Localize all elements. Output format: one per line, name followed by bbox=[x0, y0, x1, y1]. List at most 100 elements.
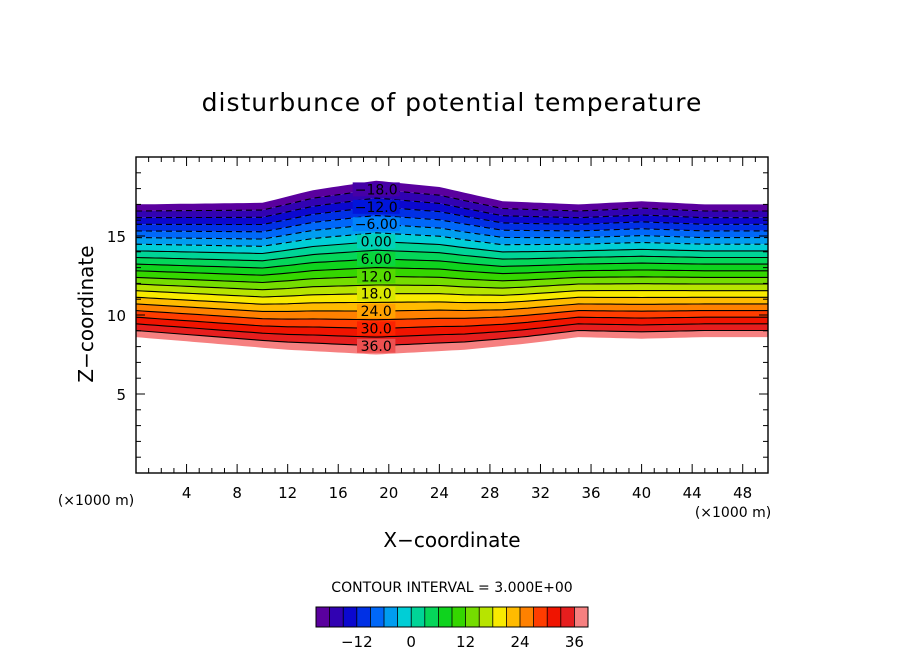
colorbar-cell bbox=[424, 607, 439, 627]
contour-label-bg bbox=[357, 321, 396, 336]
colorbar-cell bbox=[329, 607, 344, 627]
contour-band bbox=[136, 303, 768, 320]
colorbar-cell bbox=[465, 607, 480, 627]
contour-label-bg bbox=[352, 217, 400, 232]
colorbar-cell bbox=[356, 607, 371, 627]
x-tick-label: 32 bbox=[531, 484, 550, 502]
contour-band bbox=[136, 241, 768, 261]
contour-label: −12.0 bbox=[355, 200, 398, 216]
x-unit-label: (×1000 m) bbox=[695, 505, 771, 521]
contour-line bbox=[136, 232, 768, 247]
contour-interval-text: CONTOUR INTERVAL = 3.000E+00 bbox=[331, 580, 572, 596]
contour-label-bg bbox=[357, 304, 396, 319]
colorbar-tick-label: 12 bbox=[456, 633, 475, 651]
contour-line bbox=[136, 249, 768, 262]
contour-band bbox=[136, 189, 768, 218]
colorbar-cell bbox=[370, 607, 385, 627]
contour-line bbox=[136, 258, 768, 269]
contour-band bbox=[136, 180, 768, 211]
contour-label: 0.00 bbox=[361, 235, 392, 251]
contour-band bbox=[136, 310, 768, 329]
contour-band bbox=[136, 206, 768, 232]
contour-line bbox=[136, 188, 768, 212]
colorbar-labels: −12 0 12 24 36 bbox=[341, 633, 584, 651]
contour-line bbox=[136, 329, 768, 347]
contour-label-bg bbox=[352, 199, 400, 214]
colorbar-cell bbox=[343, 607, 358, 627]
contour-band bbox=[136, 224, 768, 247]
contour-band bbox=[136, 290, 768, 305]
contour-band bbox=[136, 317, 768, 338]
contour-label: 18.0 bbox=[361, 287, 392, 303]
contour-line bbox=[136, 240, 768, 255]
contour-line bbox=[136, 323, 768, 338]
contour-lines bbox=[136, 188, 768, 347]
axis-ticks bbox=[136, 157, 768, 473]
contour-label: 36.0 bbox=[361, 339, 392, 355]
colorbar bbox=[315, 606, 589, 628]
colorbar-cell bbox=[560, 607, 575, 627]
contour-band bbox=[136, 276, 768, 290]
colorbar-cell bbox=[547, 607, 562, 627]
colorbar-cell bbox=[452, 607, 466, 627]
y-unit-label: (×1000 m) bbox=[58, 493, 134, 509]
contour-line bbox=[136, 223, 768, 240]
colorbar-cell bbox=[438, 607, 453, 627]
contour-label-bg bbox=[357, 338, 396, 353]
y-tick-label: 5 bbox=[116, 386, 126, 404]
contour-label: 12.0 bbox=[361, 269, 392, 285]
x-tick-label: 28 bbox=[480, 484, 499, 502]
colorbar-cell bbox=[533, 607, 548, 627]
contour-label-bg bbox=[357, 269, 396, 284]
contour-line bbox=[136, 290, 768, 298]
contour-band bbox=[136, 215, 768, 239]
colorbar-cell bbox=[520, 607, 534, 627]
y-tick-labels: 5 10 15 bbox=[107, 228, 126, 404]
contour-line bbox=[136, 275, 768, 284]
contour-line bbox=[136, 316, 768, 329]
x-tick-label: 12 bbox=[278, 484, 297, 502]
y-tick-label: 15 bbox=[107, 228, 126, 246]
x-tick-label: 24 bbox=[430, 484, 449, 502]
x-tick-label: 44 bbox=[683, 484, 702, 502]
contour-label: −18.0 bbox=[355, 182, 398, 198]
contour-label: 24.0 bbox=[361, 304, 392, 320]
y-axis-label: Z−coordinate bbox=[74, 245, 98, 382]
x-tick-labels: 4 8 12 16 20 24 28 32 36 40 44 48 bbox=[182, 484, 752, 502]
contour-line bbox=[136, 206, 768, 226]
x-tick-label: 8 bbox=[232, 484, 242, 502]
contour-line bbox=[136, 296, 768, 305]
x-tick-label: 4 bbox=[182, 484, 192, 502]
contour-fills bbox=[136, 180, 768, 355]
colorbar-cell bbox=[506, 607, 521, 627]
contour-band bbox=[136, 297, 768, 312]
colorbar-cell bbox=[397, 607, 412, 627]
contour-label: 6.00 bbox=[361, 252, 392, 268]
contour-line bbox=[136, 303, 768, 312]
colorbar-cell bbox=[574, 607, 589, 627]
colorbar-cell bbox=[479, 607, 494, 627]
contour-label-bg bbox=[352, 182, 400, 197]
colorbar-tick-label: 0 bbox=[406, 633, 416, 651]
contour-band bbox=[136, 198, 768, 225]
contour-band bbox=[136, 232, 768, 254]
colorbar-tick-label: 24 bbox=[510, 633, 529, 651]
contour-line bbox=[136, 214, 768, 233]
contour-band bbox=[136, 283, 768, 297]
contour-band bbox=[136, 258, 768, 276]
contour-line bbox=[136, 283, 768, 291]
contour-label-bg bbox=[357, 234, 396, 249]
contour-label-bg bbox=[357, 251, 396, 266]
x-tick-label: 16 bbox=[329, 484, 348, 502]
colorbar-cell bbox=[411, 607, 426, 627]
contour-line bbox=[136, 267, 768, 276]
x-tick-label: 20 bbox=[379, 484, 398, 502]
x-tick-label: 40 bbox=[632, 484, 651, 502]
colorbar-tick-label: 36 bbox=[565, 633, 584, 651]
contour-label: 30.0 bbox=[361, 321, 392, 337]
colorbar-cell bbox=[492, 607, 507, 627]
colorbar-cell bbox=[316, 607, 330, 627]
colorbar-frame bbox=[315, 606, 589, 628]
